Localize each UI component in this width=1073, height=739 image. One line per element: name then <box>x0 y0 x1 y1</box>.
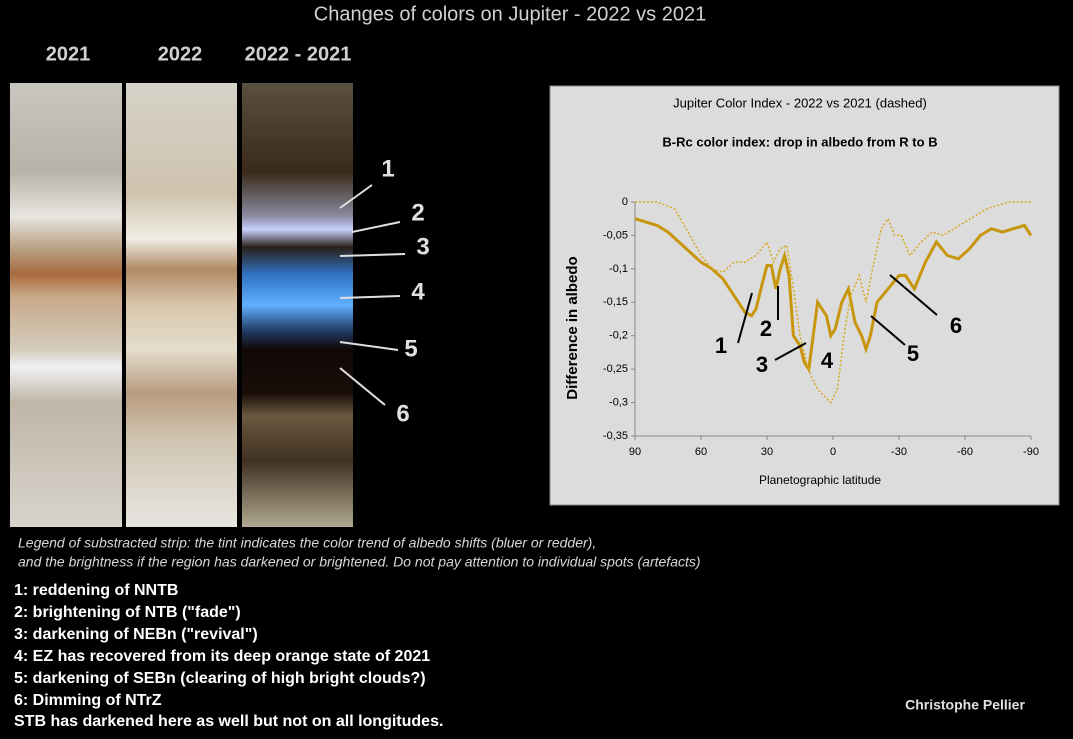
strip-label: 2021 <box>46 43 91 65</box>
strip-annotation: 4 <box>411 278 425 305</box>
annotation-pointer <box>737 292 753 344</box>
y-axis-label: Difference in albedo <box>564 256 581 399</box>
chart-annotation: 2 <box>760 316 772 341</box>
strip-annotation: 5 <box>404 335 417 362</box>
x-axis-label: Planetographic latitude <box>759 473 881 487</box>
note: 4: EZ has recovered from its deep orange… <box>14 648 430 665</box>
x-tick-label: 30 <box>761 446 773 458</box>
y-tick-label: 0 <box>622 196 628 208</box>
y-tick-label: -0,35 <box>603 430 628 442</box>
strip-annotation: 1 <box>381 155 394 182</box>
strip-annotation: 2 <box>411 199 424 226</box>
y-tick-label: -0,25 <box>603 363 628 375</box>
legend-line: Legend of substracted strip: the tint in… <box>18 535 596 551</box>
annotation-pointer <box>774 342 807 361</box>
x-tick-label: -30 <box>891 446 907 458</box>
strip-pointers <box>339 184 406 406</box>
chart-annotation: 1 <box>715 333 727 358</box>
y-tick-label: -0,05 <box>603 229 628 241</box>
annotation-pointer <box>889 274 938 316</box>
strip-2021 <box>10 83 122 527</box>
strip-annotation: 6 <box>396 400 409 427</box>
note: 3: darkening of NEBn ("revival") <box>14 626 258 643</box>
series-line <box>634 217 1033 374</box>
chart-annotation: 6 <box>950 313 962 338</box>
chart-annotation: 3 <box>756 352 768 377</box>
strip-label: 2022 - 2021 <box>245 43 352 65</box>
note: STB has darkened here as well but not on… <box>14 713 443 730</box>
legend-line: and the brightness if the region has dar… <box>18 554 701 570</box>
chart-annotation: 5 <box>907 341 919 366</box>
y-tick-label: -0,3 <box>609 396 628 408</box>
strip-2022 <box>126 83 237 527</box>
note: 1: reddening of NNTB <box>14 582 178 599</box>
y-tick-label: -0,2 <box>609 330 628 342</box>
strip-label: 2022 <box>158 43 203 65</box>
y-tick-label: -0,15 <box>603 296 628 308</box>
x-tick-label: 60 <box>695 446 707 458</box>
x-tick-label: -60 <box>957 446 973 458</box>
page-title: Changes of colors on Jupiter - 2022 vs 2… <box>314 3 706 25</box>
series-line <box>635 201 1031 404</box>
x-tick-label: 0 <box>830 446 836 458</box>
strip-annotation: 3 <box>416 233 429 260</box>
annotation-pointer <box>870 315 906 346</box>
chart-subtitle: B-Rc color index: drop in albedo from R … <box>662 134 937 149</box>
chart-annotation: 4 <box>821 348 834 373</box>
note: 5: darkening of SEBn (clearing of high b… <box>14 670 426 687</box>
strip-difference <box>242 83 353 527</box>
chart-title: Jupiter Color Index - 2022 vs 2021 (dash… <box>673 95 927 110</box>
x-tick-label: -90 <box>1023 446 1039 458</box>
author: Christophe Pellier <box>905 697 1025 713</box>
y-tick-label: -0,1 <box>609 263 628 275</box>
note: 6: Dimming of NTrZ <box>14 692 162 709</box>
note: 2: brightening of NTB ("fade") <box>14 604 241 621</box>
x-tick-label: 90 <box>629 446 641 458</box>
